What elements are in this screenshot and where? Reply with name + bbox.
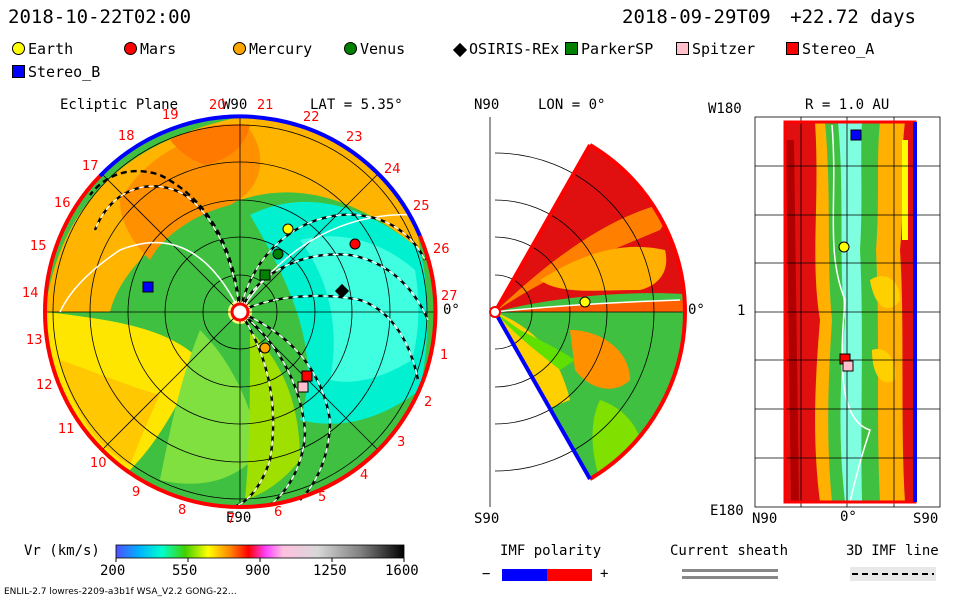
colorbar-tick-550: 550 (172, 563, 198, 579)
colorbar-tick-1250: 1250 (313, 563, 347, 579)
rot-13: 13 (26, 333, 43, 348)
spitzer-marker-map (842, 360, 854, 372)
rot-15: 15 (30, 239, 47, 254)
imf-positive-swatch (547, 569, 592, 581)
map-bottom-left-label: E180 (710, 503, 744, 519)
legend-earth: Earth (12, 40, 73, 58)
meridional-top-label: N90 (474, 97, 500, 113)
stereo-a-marker (301, 370, 313, 382)
colorbar-label: Vr (km/s) (24, 543, 100, 559)
run-time-value: 2018-09-29T09 (622, 6, 771, 28)
imf-negative-swatch (502, 569, 547, 581)
legend-mars: Mars (124, 40, 176, 58)
map-x-left-label: N90 (752, 511, 778, 527)
rot-6: 6 (274, 505, 283, 520)
mercury-marker (259, 342, 271, 354)
spitzer-marker (297, 381, 309, 393)
rot-20: 20 (209, 98, 226, 113)
legend-stereo-a: Stereo_A (786, 40, 874, 58)
rot-21: 21 (257, 98, 274, 113)
ecliptic-top-label: W90 (222, 97, 248, 113)
map-x-mid-label: 0° (840, 509, 857, 525)
ecliptic-title: Ecliptic Plane (60, 97, 179, 113)
footer-model-info: ENLIL-2.7 lowres-2209-a3b1f WSA_V2.2 GON… (4, 587, 237, 597)
colorbar (115, 544, 405, 559)
current-sheath-line-b (682, 576, 778, 579)
legend-venus: Venus (344, 40, 405, 58)
legend-parkersp: ParkerSP (565, 40, 653, 58)
rot-22: 22 (303, 110, 320, 125)
rot-3: 3 (397, 435, 406, 450)
rot-27: 27 (441, 289, 458, 304)
rot-9: 9 (132, 485, 141, 500)
map-x-right-label: S90 (913, 511, 939, 527)
imf-minus-label: − (482, 566, 491, 582)
imf-polarity-label: IMF polarity (500, 543, 602, 559)
sun-icon (230, 302, 250, 322)
colorbar-tick-1600: 1600 (385, 563, 419, 579)
rot-17: 17 (82, 159, 99, 174)
legend-osiris-rex: OSIRIS-REx (452, 40, 559, 58)
rot-11: 11 (58, 422, 75, 437)
earth-marker-meridional (579, 296, 591, 308)
stereo-b-marker-map (850, 129, 862, 141)
rot-19: 19 (162, 108, 179, 123)
legend-spitzer: Spitzer (676, 40, 755, 58)
imf-line-label: 3D IMF line (846, 543, 939, 559)
osiris-rex-marker (334, 283, 350, 299)
rot-14: 14 (22, 286, 39, 301)
map-top-left-label: W180 (708, 101, 742, 117)
rot-25: 25 (413, 199, 430, 214)
colorbar-tick-200: 200 (100, 563, 126, 579)
ecliptic-panel (42, 114, 438, 510)
rot-24: 24 (384, 162, 401, 177)
rot-4: 4 (360, 468, 369, 483)
start-time: 2018-10-22T02:00 (8, 6, 192, 28)
venus-marker (272, 248, 284, 260)
rot-12: 12 (36, 378, 53, 393)
ecliptic-bottom-label: E90 (226, 510, 252, 526)
earth-marker-map (838, 241, 850, 253)
rot-16: 16 (54, 196, 71, 211)
rot-18: 18 (118, 129, 135, 144)
colorbar-ticks (115, 558, 405, 562)
map-mid-left-label: 1 (737, 303, 746, 319)
imf-plus-label: + (600, 566, 609, 582)
rot-26: 26 (433, 242, 450, 257)
rot-8: 8 (178, 503, 187, 518)
colorbar-tick-900: 900 (245, 563, 271, 579)
stereo-b-marker (142, 281, 154, 293)
legend-stereo-b: Stereo_B (12, 63, 100, 81)
rot-7: 7 (227, 512, 236, 527)
mars-marker (349, 238, 361, 250)
meridional-panel (489, 117, 687, 507)
run-time-offset: +22.72 days (790, 6, 917, 28)
rot-2: 2 (424, 395, 433, 410)
parkersp-marker (259, 269, 271, 281)
rot-23: 23 (346, 130, 363, 145)
ecliptic-right-label: 0° (443, 302, 460, 318)
ecliptic-lat: LAT = 5.35° (310, 97, 403, 113)
earth-marker (282, 223, 294, 235)
longitude-map-panel (754, 116, 941, 508)
meridional-lon: LON = 0° (538, 97, 606, 113)
run-time: 2018-09-29T09 +22.72 days (622, 6, 916, 28)
current-sheath-label: Current sheath (670, 543, 789, 559)
map-title: R = 1.0 AU (805, 97, 890, 113)
meridional-right-label: 0° (688, 302, 705, 318)
rot-5: 5 (318, 490, 327, 505)
current-sheath-line-a (682, 569, 778, 572)
meridional-bottom-label: S90 (474, 511, 500, 527)
rot-10: 10 (90, 456, 107, 471)
legend-mercury: Mercury (233, 40, 312, 58)
rot-1: 1 (440, 348, 449, 363)
